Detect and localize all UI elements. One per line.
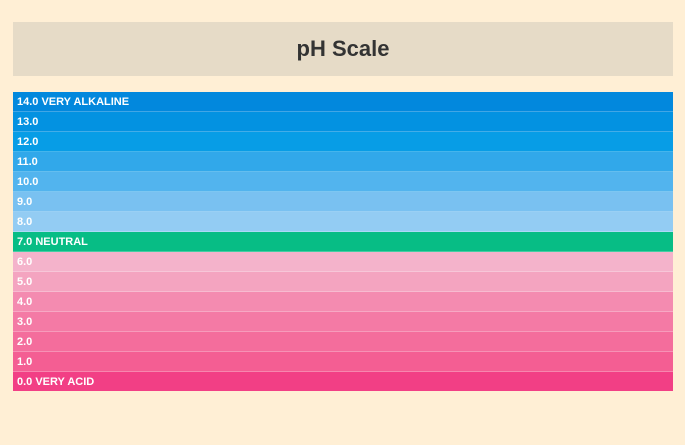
ph-level-11: 11.0 (13, 152, 673, 172)
ph-level-12: 12.0 (13, 132, 673, 152)
ph-level-2: 2.0 (13, 332, 673, 352)
ph-level-6: 6.0 (13, 252, 673, 272)
ph-level-3: 3.0 (13, 312, 673, 332)
ph-level-13: 13.0 (13, 112, 673, 132)
ph-level-0: 0.0 VERY ACID (13, 372, 673, 391)
ph-level-10: 10.0 (13, 172, 673, 192)
ph-level-4: 4.0 (13, 292, 673, 312)
ph-level-1: 1.0 (13, 352, 673, 372)
ph-scale: 14.0 VERY ALKALINE 13.0 12.0 11.0 10.0 9… (13, 92, 673, 391)
page-title: pH Scale (296, 36, 390, 61)
ph-level-14: 14.0 VERY ALKALINE (13, 92, 673, 112)
page-header: pH Scale (13, 22, 673, 76)
ph-level-5: 5.0 (13, 272, 673, 292)
ph-level-8: 8.0 (13, 212, 673, 232)
ph-level-9: 9.0 (13, 192, 673, 212)
ph-level-7: 7.0 NEUTRAL (13, 232, 673, 252)
